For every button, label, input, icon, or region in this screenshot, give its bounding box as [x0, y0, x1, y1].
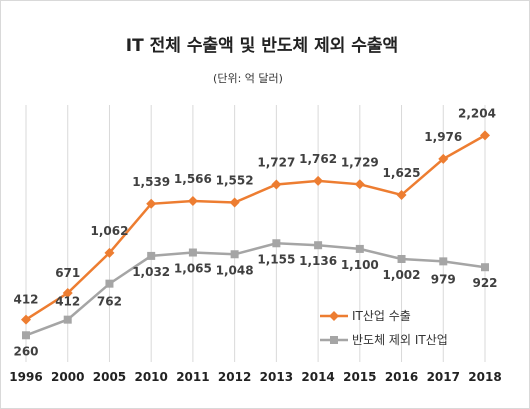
- data-label-non-semiconductor-2012: 1,048: [216, 263, 254, 277]
- data-label-it-export-2005: 1,062: [90, 224, 128, 238]
- legend-marker-non-semiconductor: [330, 336, 338, 344]
- x-tick-2012: 2012: [218, 370, 251, 384]
- data-label-non-semiconductor-2016: 1,002: [383, 268, 421, 282]
- point-it-export-2012: [229, 197, 240, 208]
- point-it-export-2015: [354, 179, 365, 190]
- point-non-semiconductor-2011: [188, 248, 197, 257]
- data-label-it-export-2000: 671: [55, 266, 80, 280]
- data-label-it-export-1996: 412: [13, 293, 38, 307]
- legend-label-non-semiconductor: 반도체 제외 IT산업: [352, 333, 448, 347]
- point-non-semiconductor-2013: [272, 239, 281, 248]
- point-non-semiconductor-2017: [439, 257, 448, 266]
- x-tick-2016: 2016: [385, 370, 418, 384]
- point-it-export-2013: [271, 179, 282, 190]
- point-it-export-2016: [396, 189, 407, 200]
- data-label-non-semiconductor-1996: 260: [13, 344, 38, 358]
- point-it-export-2018: [480, 130, 490, 141]
- data-label-it-export-2015: 1,729: [341, 155, 379, 169]
- point-non-semiconductor-2015: [355, 244, 364, 253]
- data-label-non-semiconductor-2014: 1,136: [299, 254, 337, 268]
- data-label-non-semiconductor-2000: 412: [55, 295, 80, 309]
- x-tick-2014: 2014: [301, 370, 334, 384]
- x-tick-2015: 2015: [343, 370, 376, 384]
- point-it-export-2000: [62, 288, 73, 299]
- series-line-0: [25, 134, 486, 321]
- x-tick-2010: 2010: [134, 370, 167, 384]
- series-lines: [25, 134, 486, 337]
- point-non-semiconductor-2018: [481, 263, 489, 272]
- point-non-semiconductor-2016: [397, 254, 406, 263]
- x-tick-2018: 2018: [468, 370, 501, 384]
- data-label-it-export-2010: 1,539: [132, 175, 170, 189]
- point-it-export-2017: [438, 153, 449, 164]
- data-label-non-semiconductor-2017: 979: [431, 272, 456, 286]
- x-tick-2005: 2005: [93, 370, 126, 384]
- data-label-it-export-2012: 1,552: [216, 173, 254, 187]
- point-non-semiconductor-1996: [22, 331, 30, 340]
- data-label-non-semiconductor-2010: 1,032: [132, 265, 170, 279]
- x-tick-2000: 2000: [51, 370, 84, 384]
- point-it-export-1996: [21, 314, 31, 325]
- x-tick-2013: 2013: [260, 370, 293, 384]
- point-non-semiconductor-2005: [105, 279, 114, 288]
- series-points: [21, 130, 490, 340]
- legend: IT산업 수출 반도체 제외 IT산업: [320, 309, 448, 347]
- point-non-semiconductor-2014: [314, 241, 323, 250]
- series-line-1: [25, 242, 486, 337]
- x-tick-1996: 1996: [9, 370, 42, 384]
- data-label-non-semiconductor-2015: 1,100: [341, 258, 379, 272]
- data-label-it-export-2011: 1,566: [174, 172, 212, 186]
- point-non-semiconductor-2010: [147, 251, 156, 260]
- data-label-non-semiconductor-2018: 922: [472, 276, 497, 290]
- chart-subtitle: (단위: 억 달러): [213, 72, 283, 85]
- point-it-export-2011: [187, 196, 198, 207]
- legend-label-it-export: IT산업 수출: [352, 309, 411, 323]
- point-it-export-2010: [146, 198, 157, 209]
- x-tick-2011: 2011: [176, 370, 209, 384]
- x-tick-2017: 2017: [427, 370, 460, 384]
- point-it-export-2005: [104, 247, 115, 258]
- data-label-non-semiconductor-2011: 1,065: [174, 262, 212, 276]
- point-non-semiconductor-2012: [230, 250, 239, 259]
- data-label-it-export-2014: 1,762: [299, 152, 337, 166]
- point-it-export-2014: [313, 175, 324, 186]
- chart-title: IT 전체 수출액 및 반도체 제외 수출액: [126, 36, 398, 56]
- data-label-non-semiconductor-2005: 762: [97, 295, 122, 309]
- data-label-it-export-2013: 1,727: [257, 155, 295, 169]
- data-label-non-semiconductor-2013: 1,155: [257, 252, 295, 266]
- data-label-it-export-2017: 1,976: [424, 130, 462, 144]
- data-label-it-export-2018: 2,204: [458, 106, 496, 120]
- legend-marker-it-export: [329, 311, 339, 321]
- x-axis-ticks: 1996 2000 2005 2010 2011 2012 2013 2014 2015 2016…: [9, 370, 501, 384]
- point-non-semiconductor-2000: [63, 315, 72, 324]
- data-label-it-export-2016: 1,625: [383, 166, 421, 180]
